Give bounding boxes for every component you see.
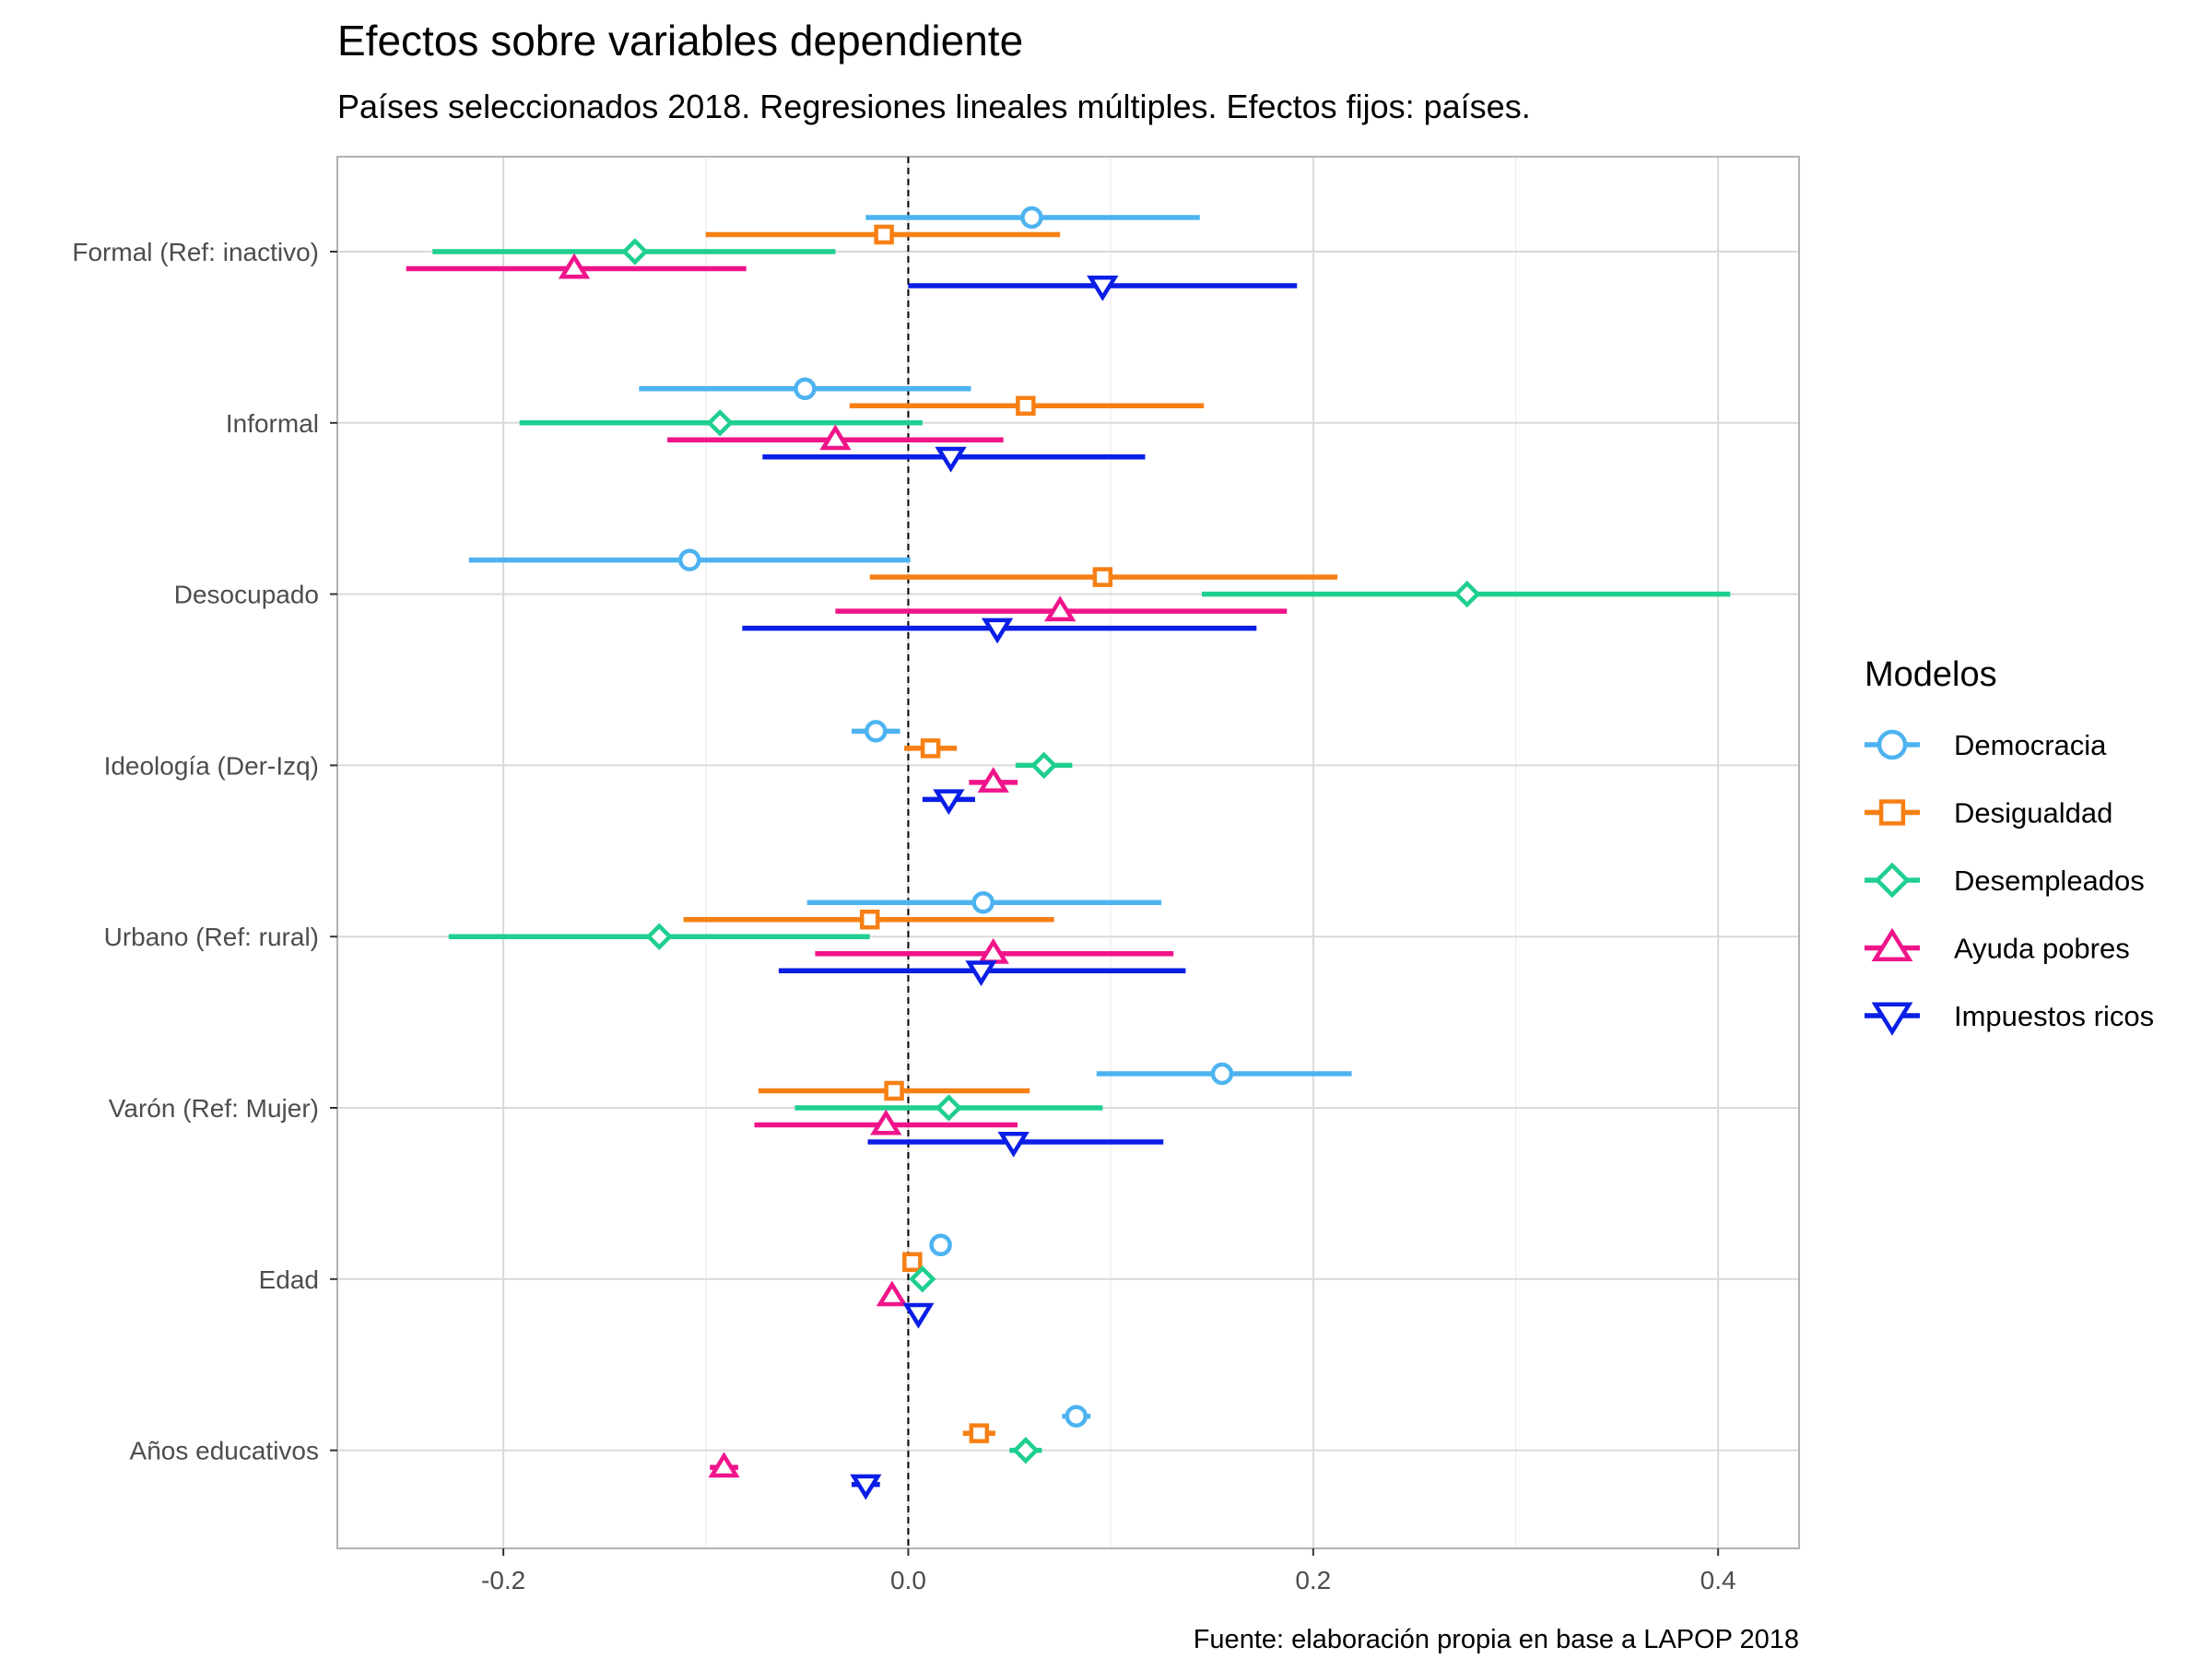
legend-label: Ayuda pobres (1954, 933, 2130, 965)
legend-label: Impuestos ricos (1954, 1000, 2154, 1032)
point-estimate (1044, 595, 1077, 622)
point-estimate (920, 738, 941, 759)
y-category-label: Desocupado (174, 581, 319, 609)
point-estimate (971, 890, 994, 914)
point-estimate (935, 446, 967, 473)
legend-item: Desempleados (1865, 862, 2145, 899)
point-estimate (1030, 751, 1058, 780)
chart-title: Efectos sobre variables dependiente (337, 17, 1023, 65)
point-estimate (870, 1109, 902, 1135)
series-impuestos-ricos (742, 276, 1298, 1500)
point-estimate (874, 224, 894, 245)
point-estimate (865, 720, 888, 743)
legend-item: Democracia (1865, 729, 2107, 761)
point-estimate (929, 1233, 952, 1257)
legend-key-marker (1878, 799, 1906, 826)
point-estimate (902, 1252, 923, 1273)
chart-caption: Fuente: elaboración propia en base a LAP… (1194, 1625, 1799, 1654)
point-estimate (997, 1132, 1030, 1158)
point-estimate (1210, 1062, 1234, 1086)
x-tick-label: 0.0 (890, 1566, 926, 1594)
point-estimate (645, 923, 673, 950)
chart-subtitle: Países seleccionados 2018. Regresiones l… (337, 88, 1531, 125)
y-category-label: Ideología (Der-Izq) (104, 751, 319, 780)
legend-label: Desempleados (1954, 865, 2145, 897)
point-estimate (876, 1280, 909, 1307)
point-estimate (819, 424, 852, 451)
y-category-label: Informal (226, 409, 319, 438)
point-estimate (1020, 206, 1043, 229)
x-tick-label: -0.2 (481, 1566, 525, 1594)
point-estimate (1087, 276, 1119, 301)
y-category-label: Años educativos (130, 1437, 319, 1465)
point-estimate (558, 253, 591, 279)
point-estimate (969, 1423, 990, 1443)
legend-key-marker (1871, 927, 1913, 961)
legend-item: Impuestos ricos (1865, 1000, 2154, 1036)
point-estimate (1065, 1405, 1088, 1428)
legend-key-marker (1871, 1002, 1913, 1036)
legend-item: Ayuda pobres (1865, 927, 2130, 965)
y-category-label: Urbano (Ref: rural) (104, 923, 319, 951)
point-estimate (933, 789, 965, 816)
point-estimate (677, 548, 701, 571)
y-category-label: Edad (259, 1265, 319, 1294)
point-estimate (708, 1452, 740, 1478)
point-estimate (909, 1265, 936, 1293)
legend-label: Democracia (1954, 729, 2107, 761)
point-estimate (977, 767, 1009, 793)
point-estimate (1092, 567, 1113, 587)
point-estimate (850, 1474, 882, 1500)
point-estimate (977, 937, 1009, 964)
point-estimate (1016, 395, 1036, 417)
panel-border (336, 156, 1800, 1549)
point-estimate (884, 1080, 904, 1101)
point-estimate (965, 960, 997, 986)
series-desempleados (432, 238, 1731, 1465)
point-estimate (794, 377, 817, 401)
legend-label: Desigualdad (1954, 797, 2112, 830)
legend-key-marker (1874, 862, 1911, 899)
series-ayuda-pobres (406, 253, 1288, 1478)
legend-item: Desigualdad (1865, 797, 2112, 830)
y-category-label: Varón (Ref: Mujer) (109, 1094, 319, 1123)
point-estimate (706, 409, 734, 437)
x-tick-label: 0.4 (1700, 1566, 1736, 1594)
point-estimate (981, 618, 1014, 644)
legend-title: Modelos (1865, 655, 1997, 694)
series-desigualdad (683, 224, 1338, 1443)
series-democracia (468, 206, 1352, 1428)
point-estimate (935, 1094, 963, 1122)
axes: -0.2 0.0 0.2 0.4 Formal (Ref: inactivo) Infor… (72, 238, 1735, 1594)
grid (336, 156, 1800, 1549)
data-series (406, 206, 1731, 1500)
y-category-label: Formal (Ref: inactivo) (72, 238, 319, 266)
point-estimate (859, 909, 880, 930)
x-tick-label: 0.2 (1295, 1566, 1331, 1594)
point-estimate (621, 238, 649, 265)
legend: Modelos Democracia Desigualdad Desempleado… (1865, 655, 2154, 1036)
legend-key-marker (1877, 729, 1908, 760)
point-estimate (1012, 1436, 1040, 1465)
point-estimate (1453, 580, 1481, 608)
point-estimate (902, 1302, 935, 1329)
